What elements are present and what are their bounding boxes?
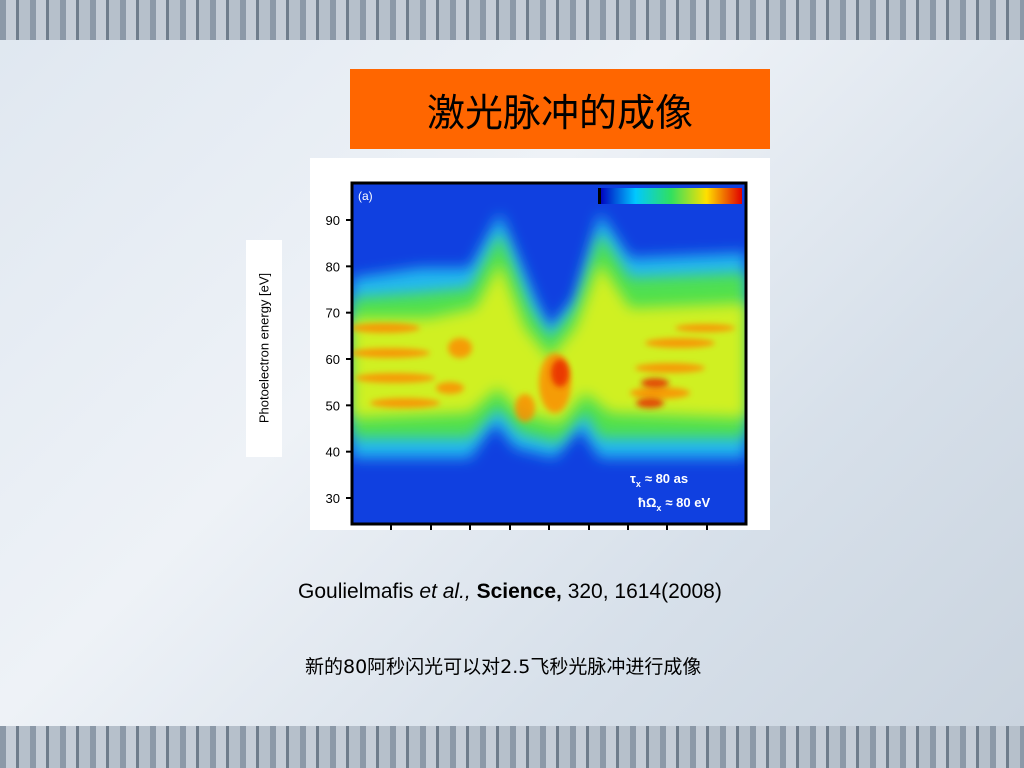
y-tick-label: 70 <box>326 306 340 321</box>
slide-title: 激光脉冲的成像 <box>350 69 770 149</box>
y-label: Photoelectron energy [eV] <box>256 272 272 424</box>
symbol: ħΩ <box>638 495 656 510</box>
journal: Science, <box>476 580 562 603</box>
heatmap <box>352 183 746 524</box>
authors: Goulielmafis <box>298 580 414 603</box>
y-tick-label: 90 <box>326 213 340 228</box>
symbol: τ <box>630 471 636 486</box>
y-tick-label: 30 <box>326 491 340 506</box>
annotation: τx ≈ 80 as <box>630 471 688 489</box>
citation: Goulielmafis et al., Science, 320, 1614(… <box>298 580 722 604</box>
annotation: ħΩx ≈ 80 eV <box>638 495 710 513</box>
panel-label: (a) <box>358 189 373 203</box>
y-tick-label: 80 <box>326 259 340 274</box>
annotation-text: ≈ 80 as <box>645 471 688 486</box>
y-tick-label: 40 <box>326 445 340 460</box>
subscript: x <box>636 479 641 489</box>
details: 320, 1614(2008) <box>567 580 722 603</box>
caption: 新的80阿秒闪光可以对2.5飞秒光脉冲进行成像 <box>305 656 702 678</box>
annotation-text: ≈ 80 eV <box>665 495 710 510</box>
subscript: x <box>656 503 661 513</box>
y-tick-label: 60 <box>326 352 340 367</box>
y-label-box: Photoelectron energy [eV] <box>246 240 282 457</box>
bottom-band <box>0 726 1024 768</box>
etal: et al., <box>419 580 471 603</box>
top-band <box>0 0 1024 40</box>
y-tick-label: 50 <box>326 398 340 413</box>
